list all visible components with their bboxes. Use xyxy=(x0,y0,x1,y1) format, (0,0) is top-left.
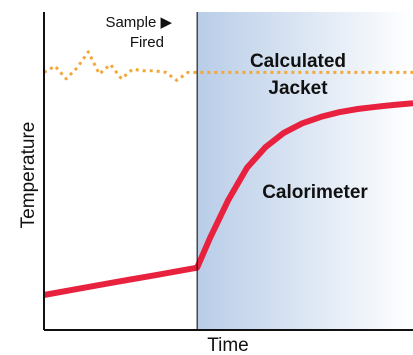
calorimeter-temperature-line xyxy=(43,100,413,298)
post-firing-shaded-region xyxy=(197,12,413,330)
jacket-series-label-line1: Calculated xyxy=(250,51,346,72)
sample-fired-label-line1: Sample ▶ xyxy=(105,14,172,31)
series-layer xyxy=(43,50,413,298)
x-axis-title: Time xyxy=(207,335,249,355)
sample-fired-label-line2: Fired xyxy=(130,34,164,51)
jacket-temperature-line xyxy=(43,50,413,82)
jacket-series-label-line2: Jacket xyxy=(268,78,328,99)
calorimeter-series-label: Calorimeter xyxy=(262,182,368,203)
y-axis-title: Temperature xyxy=(18,122,39,229)
